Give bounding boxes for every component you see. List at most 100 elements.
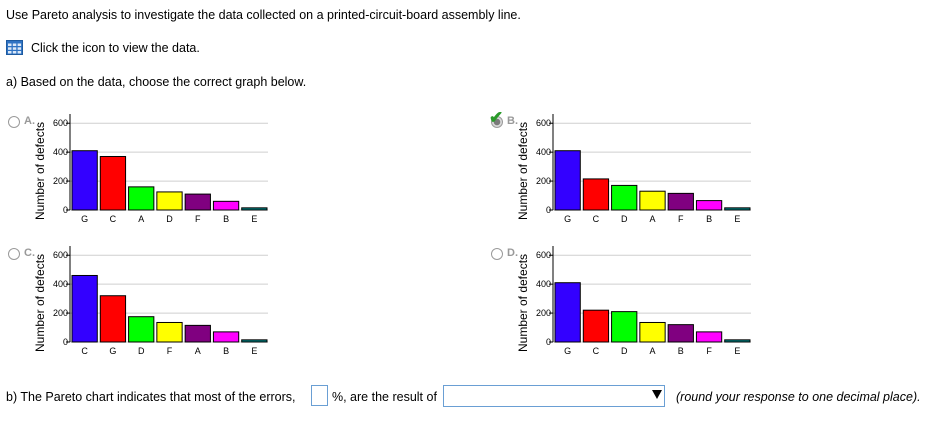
x-tick-label: G [564, 346, 571, 356]
bar-B [212, 200, 240, 211]
x-tick-label: E [251, 346, 257, 356]
bar-D [611, 311, 638, 343]
question-a-text: a) Based on the data, choose the correct… [6, 75, 307, 89]
y-tick-label: 0 [546, 337, 551, 347]
bar-G [99, 295, 127, 343]
x-tick-label: G [81, 214, 88, 224]
option-d-radio[interactable] [491, 248, 503, 260]
bar-B [667, 324, 694, 343]
bar-E [724, 207, 751, 211]
pareto-chart-b: Number of defects 0 200 400 600 G C D A F B E [516, 114, 751, 224]
x-tick-label: E [734, 214, 740, 224]
y-tick-label: 0 [63, 337, 68, 347]
cause-select[interactable] [443, 385, 665, 407]
y-tick-label: 600 [536, 118, 551, 128]
x-tick-label: B [223, 346, 229, 356]
x-tick-label: D [138, 346, 145, 356]
bar-D [156, 191, 183, 211]
bar-F [667, 192, 694, 211]
bar-G [71, 150, 98, 211]
x-tick-label: F [706, 346, 712, 356]
bar-D [611, 184, 638, 211]
y-tick-label: 600 [536, 250, 551, 260]
option-d-letter: D. [507, 247, 518, 259]
x-tick-label: F [167, 346, 173, 356]
x-tick-label: A [649, 346, 655, 356]
x-tick-label: G [564, 214, 571, 224]
bar-E [241, 339, 268, 343]
correct-check-icon: ✔ [489, 108, 504, 127]
dropdown-arrow-icon[interactable] [652, 390, 662, 399]
x-tick-label: F [195, 214, 201, 224]
question-b-middle-text: %, are the result of [332, 390, 437, 404]
y-axis-label: Number of defects [33, 122, 47, 220]
instruction-text: Use Pareto analysis to investigate the d… [6, 8, 521, 22]
y-tick-label: 200 [536, 176, 551, 186]
bar-E [241, 207, 268, 211]
option-b-letter: B. [507, 115, 518, 127]
option-c-letter: C. [24, 247, 35, 259]
table-icon[interactable] [6, 40, 23, 55]
y-tick-label: 0 [63, 205, 68, 215]
y-axis-label: Number of defects [33, 254, 47, 352]
bar-F [695, 331, 723, 343]
view-data-label: Click the icon to view the data. [31, 40, 200, 55]
y-tick-label: 400 [53, 279, 68, 289]
question-b-text: b) The Pareto chart indicates that most … [6, 390, 296, 404]
bar-C [71, 274, 98, 343]
bar-A [639, 190, 666, 211]
x-tick-label: E [251, 214, 257, 224]
x-tick-label: A [649, 214, 655, 224]
bar-A [184, 324, 211, 343]
bar-C [582, 309, 610, 343]
x-tick-label: D [166, 214, 173, 224]
bar-B [695, 200, 723, 211]
y-tick-label: 400 [53, 147, 68, 157]
y-tick-label: 400 [536, 279, 551, 289]
y-tick-label: 400 [536, 147, 551, 157]
x-tick-label: G [109, 346, 116, 356]
option-b-radio[interactable] [491, 116, 503, 128]
x-tick-label: F [678, 214, 684, 224]
pareto-chart-a: Number of defects 0 200 400 600 G C A D F B E [33, 114, 268, 224]
bar-A [128, 186, 155, 211]
option-a-letter: A. [24, 115, 35, 127]
x-tick-label: A [138, 214, 144, 224]
bar-E [724, 339, 751, 343]
pareto-chart-d: Number of defects 0 200 400 600 G C D A B F E [516, 246, 751, 356]
bar-C [99, 155, 127, 211]
option-a-radio[interactable] [8, 116, 20, 128]
view-data-link[interactable]: Click the icon to view the data. [6, 40, 200, 55]
bar-C [582, 178, 610, 211]
option-c-radio[interactable] [8, 248, 20, 260]
x-tick-label: A [195, 346, 201, 356]
bar-G [554, 150, 581, 211]
x-tick-label: B [706, 214, 712, 224]
x-tick-label: C [81, 346, 88, 356]
x-tick-label: B [678, 346, 684, 356]
percent-input[interactable] [311, 385, 328, 406]
bar-F [156, 321, 183, 343]
y-axis-label: Number of defects [516, 122, 530, 220]
x-tick-label: C [110, 214, 117, 224]
y-tick-label: 200 [53, 176, 68, 186]
x-tick-label: D [621, 346, 628, 356]
y-tick-label: 200 [53, 308, 68, 318]
x-tick-label: D [621, 214, 628, 224]
y-tick-label: 0 [546, 205, 551, 215]
bar-G [554, 282, 581, 343]
y-tick-label: 200 [536, 308, 551, 318]
rounding-note: (round your response to one decimal plac… [676, 390, 921, 404]
bar-F [184, 193, 211, 211]
x-tick-label: E [734, 346, 740, 356]
y-tick-label: 600 [53, 250, 68, 260]
x-tick-label: C [593, 346, 600, 356]
x-tick-label: C [593, 214, 600, 224]
bar-A [639, 321, 666, 343]
pareto-chart-c: Number of defects 0 200 400 600 C G D F A B E [33, 246, 268, 356]
x-tick-label: B [223, 214, 229, 224]
y-axis-label: Number of defects [516, 254, 530, 352]
bar-B [212, 331, 240, 343]
y-tick-label: 600 [53, 118, 68, 128]
bar-D [128, 316, 155, 343]
